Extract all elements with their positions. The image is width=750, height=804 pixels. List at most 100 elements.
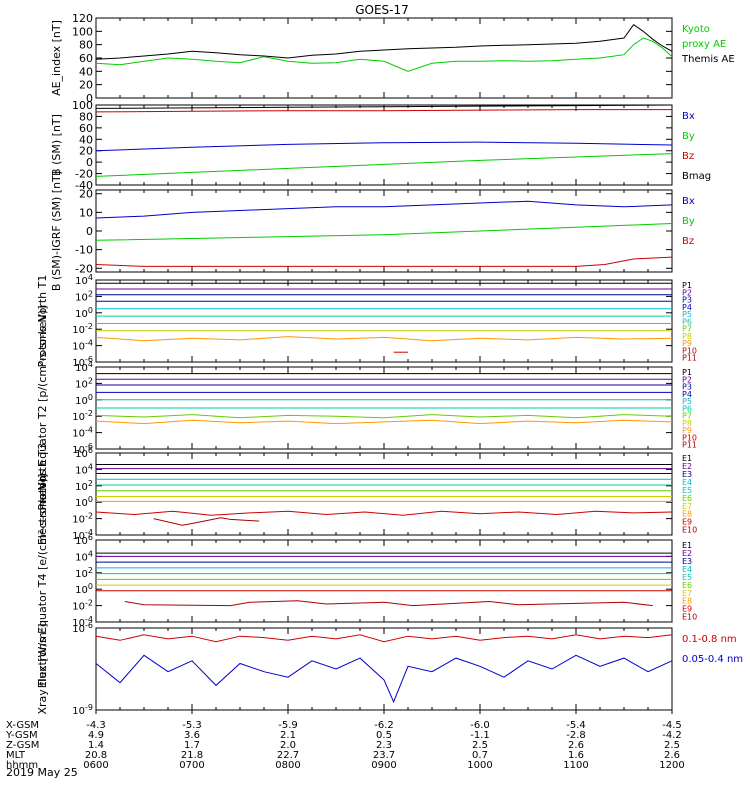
tick-base: 10 (75, 536, 88, 547)
legend-entry: P2 (682, 375, 692, 384)
panel-frame (95, 189, 673, 273)
y-tick-label: 106 (75, 446, 93, 460)
tick-exponent: 2 (88, 376, 93, 385)
ephemeris-value: -5.9 (278, 720, 298, 731)
tick-exponent: 6 (88, 533, 93, 542)
y-axis-label: AE_index [nT] (50, 20, 63, 96)
y-tick-label: 10-4 (72, 426, 93, 440)
ephemeris-label: X-GSM (6, 720, 39, 731)
legend-entry: P3 (682, 383, 692, 392)
legend-entry: E8 (682, 510, 692, 519)
series-line (95, 200, 673, 219)
ephemeris-value: 1100 (563, 760, 588, 771)
tick-base: 10 (72, 706, 85, 717)
tick-base: 10 (75, 585, 88, 596)
tick-exponent: 2 (88, 479, 93, 488)
tick-exponent: 0 (88, 393, 93, 402)
tick-base: 10 (75, 363, 88, 374)
series-line (95, 24, 673, 60)
legend-entry: E2 (682, 549, 692, 558)
ephemeris-value: 23.7 (373, 750, 395, 761)
tick-base: 10 (75, 449, 88, 460)
ephemeris-value: -6.0 (470, 720, 490, 731)
tick-exponent: 0 (88, 306, 93, 315)
tick-base: 10 (75, 396, 88, 407)
legend-entry: E4 (682, 565, 692, 574)
legend-entry: E1 (682, 541, 692, 550)
series-line (95, 104, 673, 109)
ephemeris-value: 1.4 (88, 740, 104, 751)
legend-entry: By (682, 131, 695, 142)
tick-base: 10 (72, 515, 85, 526)
tick-exponent: -2 (85, 322, 93, 331)
y-tick-label: 10-9 (72, 703, 93, 717)
ephemeris-value: 0.5 (376, 730, 392, 741)
series-line (95, 510, 673, 516)
legend-entry: E6 (682, 494, 692, 503)
legend-entry: P10 (682, 346, 697, 355)
legend-entry: E4 (682, 478, 692, 487)
y-tick-label: 60 (79, 122, 93, 135)
tick-exponent: 4 (88, 360, 93, 369)
y-axis-label: Protons North T1 (36, 275, 49, 368)
ephemeris-value: 3.6 (184, 730, 200, 741)
y-tick-label: 10-4 (72, 528, 93, 542)
legend-entry: P4 (682, 390, 692, 399)
y-tick-label: 10-2 (72, 409, 93, 423)
y-tick-label: 100 (75, 582, 93, 596)
legend-entry: E1 (682, 454, 692, 463)
tick-base: 10 (75, 482, 88, 493)
y-tick-label: 10-4 (72, 615, 93, 629)
ephemeris-value: 2.5 (472, 740, 488, 751)
legend-entry: E7 (682, 589, 692, 598)
series-line (95, 256, 673, 267)
ephemeris-value: 1000 (467, 760, 492, 771)
y-tick-label: 100 (75, 495, 93, 509)
legend-entry: Bx (682, 111, 695, 122)
y-axis-label: Xray flux [W/m²] (36, 623, 49, 714)
y-tick-label: 20 (79, 79, 93, 92)
tick-base: 10 (75, 379, 88, 390)
ephemeris-value: 2.5 (664, 740, 680, 751)
legend-entry: 0.05-0.4 nm (682, 654, 743, 665)
series-line (124, 600, 653, 607)
tick-base: 10 (75, 309, 88, 320)
y-tick-label: 10 (79, 206, 93, 219)
tick-base: 10 (72, 445, 85, 456)
y-axis-label: Electrons Equator T4 [e/(cm²-s-sr-keV)] (36, 474, 49, 689)
legend-entry: E3 (682, 470, 692, 479)
legend-entry: P7 (682, 325, 692, 334)
y-tick-label: 10-4 (72, 339, 93, 353)
legend-entry: E5 (682, 573, 692, 582)
y-tick-label: 0 (86, 225, 93, 238)
y-tick-label: 60 (79, 52, 93, 65)
y-axis-label: Protons Equator T2 [p/(cm²-s-sr-keV)] (36, 305, 49, 510)
legend-entry: P11 (682, 354, 697, 363)
tick-base: 10 (72, 602, 85, 613)
ephemeris-value: -2.8 (566, 730, 586, 741)
y-axis-label: Electrons North T3 (36, 443, 49, 545)
legend-entry: P9 (682, 426, 692, 435)
y-tick-label: 102 (75, 289, 93, 303)
ephemeris-label: Y-GSM (5, 730, 38, 741)
legend-entry: P4 (682, 303, 692, 312)
ephemeris-value: 21.8 (181, 750, 203, 761)
tick-exponent: 4 (88, 462, 93, 471)
plot-title: GOES-17 (355, 3, 409, 17)
y-tick-label: -20 (75, 262, 93, 275)
legend-entry: P11 (682, 441, 697, 450)
legend-entry: P8 (682, 332, 692, 341)
ephemeris-value: 2.6 (568, 740, 584, 751)
legend-entry: P9 (682, 339, 692, 348)
tick-base: 10 (72, 342, 85, 353)
y-tick-label: 102 (75, 376, 93, 390)
series-line (95, 414, 673, 419)
ephemeris-value: 4.9 (88, 730, 104, 741)
panel-frame (95, 627, 673, 711)
